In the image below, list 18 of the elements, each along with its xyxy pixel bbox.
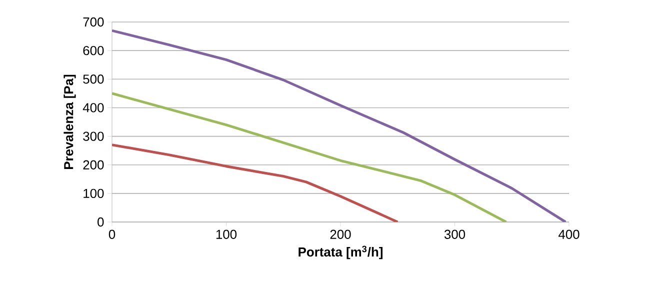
y-tick-label: 200 [83,160,104,170]
line-series [112,29,567,222]
x-tick-label: 0 [108,230,116,239]
y-tick-label: 700 [83,17,104,27]
y-tick-label: 400 [82,103,104,112]
y-tick-label: 600 [83,46,104,56]
line-series [112,144,399,222]
x-tick-label: 300 [444,230,466,239]
y-tick-label: 500 [83,74,104,84]
line-series [112,92,508,222]
y-tick-label: 300 [83,132,104,141]
y-tick-label: 100 [84,188,104,198]
y-axis-title: Prevalenza [Pa] [64,74,76,170]
y-tick-label: 0 [98,217,104,227]
x-tick-label: 200 [330,230,351,239]
x-tick-label: 100 [216,230,237,239]
x-axis-title: Portata [m$^{3}$/h] [298,246,382,260]
x-tick-label: 400 [558,230,580,239]
